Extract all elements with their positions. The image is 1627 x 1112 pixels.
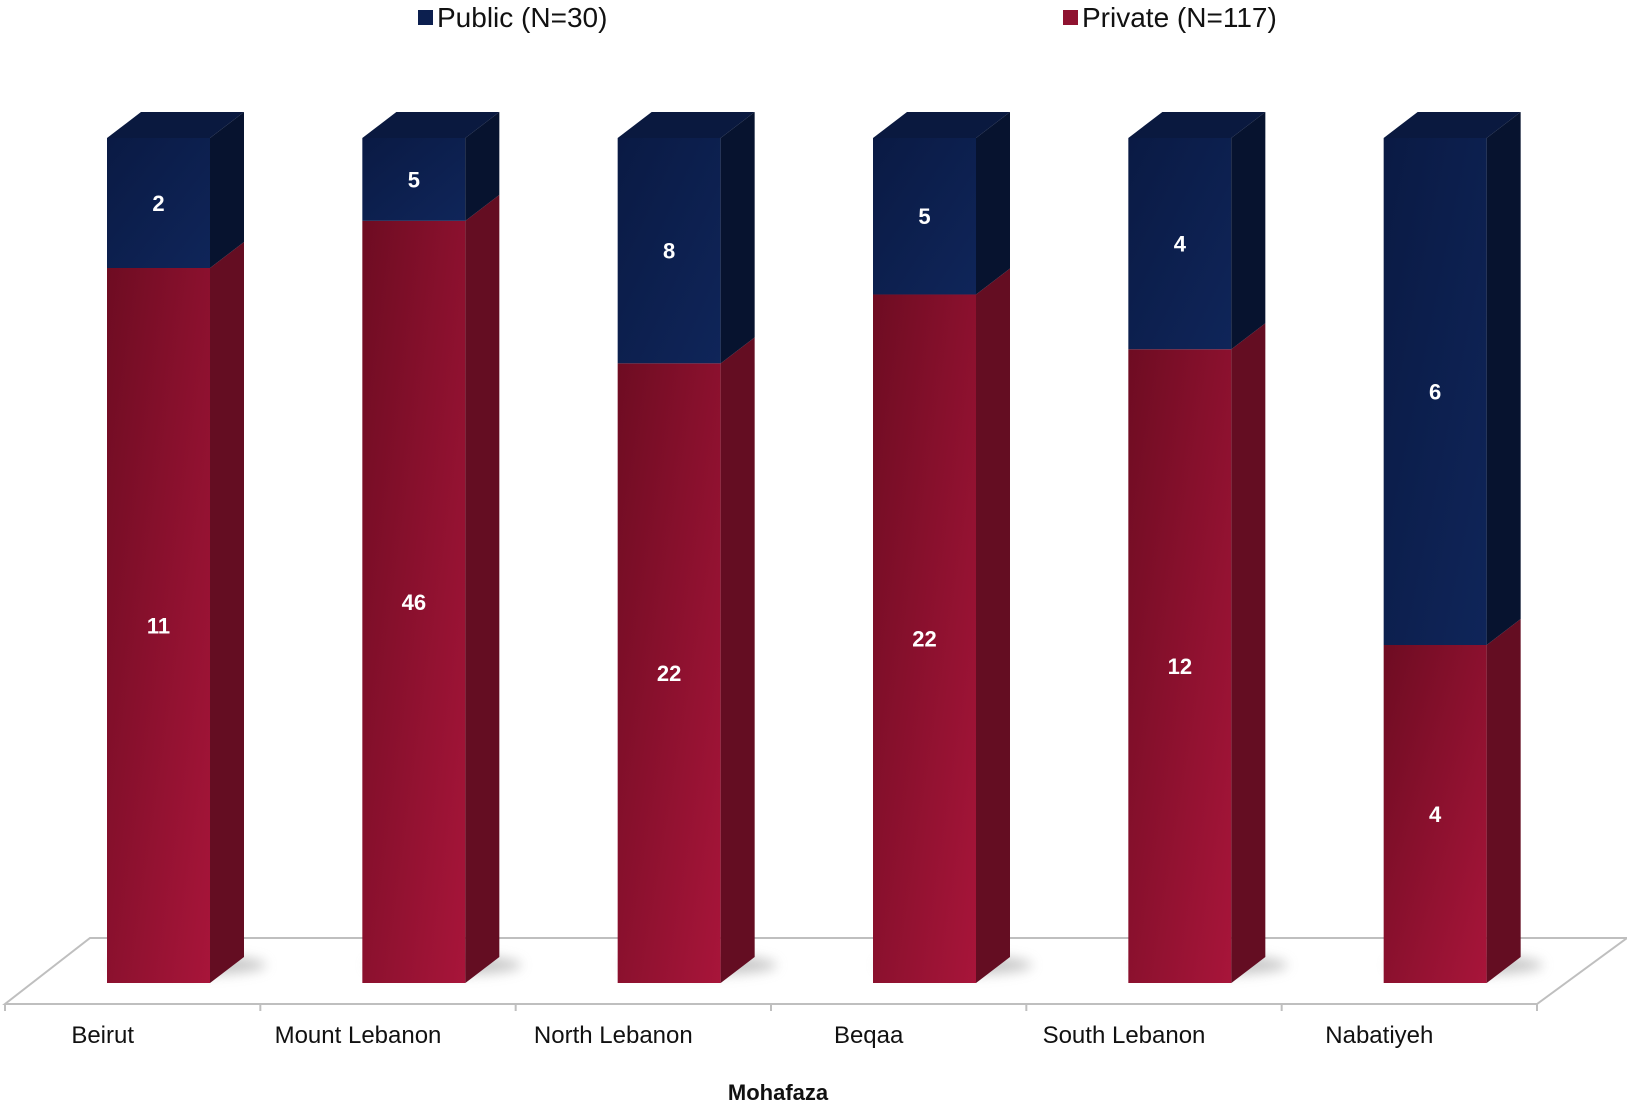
- value-label-private-north-lebanon: 22: [657, 661, 681, 686]
- bar-public-top: [362, 112, 500, 138]
- bar-private-beqaa: [873, 294, 976, 984]
- x-tick-label-south-lebanon: South Lebanon: [1043, 1022, 1206, 1049]
- bar-public-north-lebanon: [617, 138, 721, 364]
- bar-private-side: [720, 337, 755, 983]
- bar-public-beqaa: [873, 138, 976, 295]
- value-label-private-nabatiyeh: 4: [1429, 802, 1442, 827]
- value-label-private-beirut: 11: [147, 614, 170, 639]
- x-tick-label-mount-lebanon: Mount Lebanon: [275, 1022, 442, 1049]
- x-tick-label-nabatiyeh: Nabatiyeh: [1325, 1022, 1433, 1049]
- bar-group-mount-lebanon: 46 5: [362, 112, 522, 983]
- bar-private-side: [976, 268, 1010, 984]
- bar-public-top: [1383, 112, 1521, 138]
- value-label-public-nabatiyeh: 6: [1429, 380, 1441, 405]
- value-label-public-south-lebanon: 4: [1174, 232, 1187, 257]
- bar-private-north-lebanon: [617, 363, 721, 983]
- bar-public-top: [107, 112, 244, 138]
- bar-public-top: [617, 112, 755, 138]
- legend: Public (N=30) Private (N=117): [418, 2, 1277, 33]
- bar-public-side: [465, 112, 500, 221]
- bar-group-north-lebanon: 22 8: [617, 112, 777, 983]
- bar-private-side: [210, 242, 244, 983]
- bar-group-nabatiyeh: 46: [1383, 112, 1543, 983]
- bar-public-side: [1231, 112, 1266, 350]
- x-axis-title: Mohafaza: [728, 1080, 829, 1105]
- bar-public-mount-lebanon: [362, 138, 466, 221]
- legend-swatch-private: [1063, 10, 1078, 25]
- x-tick-label-beirut: Beirut: [71, 1022, 134, 1049]
- bar-public-side: [1486, 112, 1521, 645]
- bar-private-nabatiyeh: [1383, 645, 1487, 983]
- x-axis-ticks: Beirut Mount Lebanon North Lebanon Beqaa Sou…: [4, 1004, 1538, 1049]
- bar-public-south-lebanon: [1128, 138, 1232, 350]
- value-label-private-south-lebanon: 12: [1168, 654, 1192, 679]
- bar-group-beirut: 11 2: [107, 112, 266, 983]
- bar-group-south-lebanon: 12 4: [1128, 112, 1288, 983]
- legend-label-public: Public (N=30): [437, 2, 607, 33]
- bar-private-side: [1231, 323, 1266, 983]
- bar-public-beirut: [107, 138, 210, 268]
- legend-label-private: Private (N=117): [1082, 2, 1277, 33]
- bar-public-top: [873, 112, 1010, 138]
- value-label-public-beirut: 2: [152, 191, 164, 216]
- value-label-public-beqaa: 5: [918, 204, 930, 229]
- bar-public-nabatiyeh: [1383, 138, 1487, 645]
- value-label-private-mount-lebanon: 46: [402, 590, 426, 615]
- bar-private-side: [1486, 619, 1521, 983]
- legend-swatch-public: [418, 10, 433, 25]
- bar-public-side: [720, 112, 755, 364]
- value-label-private-beqaa: 22: [912, 627, 936, 652]
- bar-private-south-lebanon: [1128, 349, 1232, 983]
- bar-private-beirut: [107, 268, 210, 983]
- bar-private-side: [465, 194, 500, 983]
- value-label-public-mount-lebanon: 5: [408, 167, 420, 192]
- value-label-public-north-lebanon: 8: [663, 239, 675, 264]
- bar-private-mount-lebanon: [362, 220, 466, 983]
- bar-public-top: [1128, 112, 1266, 138]
- bar-public-side: [976, 112, 1010, 295]
- x-tick-label-north-lebanon: North Lebanon: [534, 1022, 693, 1049]
- bar-public-side: [210, 112, 244, 268]
- x-tick-label-beqaa: Beqaa: [834, 1022, 904, 1049]
- bar-group-beqaa: 22 5: [873, 112, 1032, 984]
